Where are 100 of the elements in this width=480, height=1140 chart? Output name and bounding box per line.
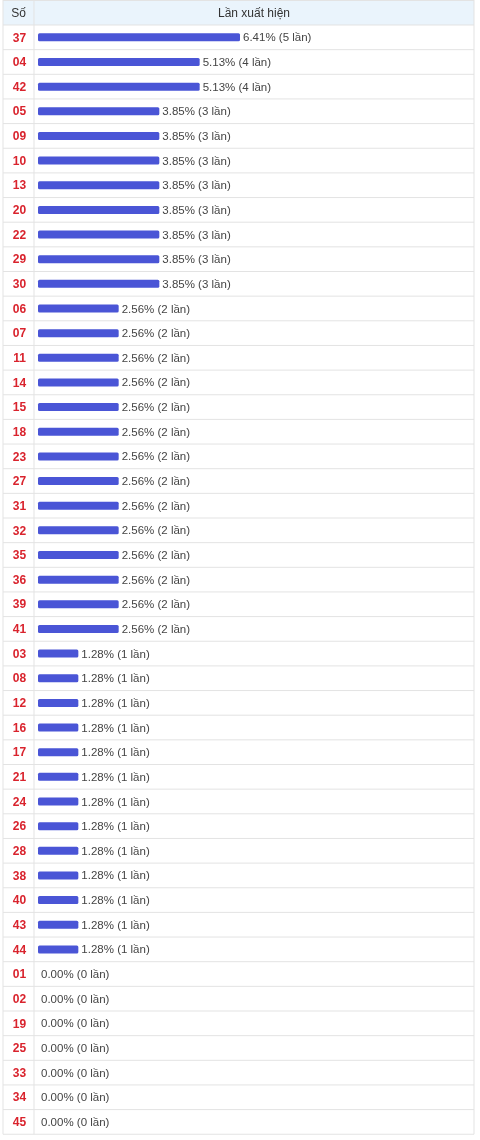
y-tick-label: 07 [12,326,27,341]
bar [38,501,119,510]
data-label: 0.00% (0 lần) [41,1042,110,1054]
data-label: 0.00% (0 lần) [41,1017,110,1030]
data-label: 1.28% (1 lần) [81,672,150,685]
bar [38,255,160,264]
data-label: 5.13% (4 lần) [202,56,272,68]
data-label: 2.56% (2 lần) [121,549,191,561]
data-label: 1.28% (1 lần) [81,918,150,931]
y-tick-label: 23 [12,449,27,464]
data-label: 6.41% (5 lần) [243,31,312,44]
y-tick-label: 27 [12,474,27,489]
y-tick-label: 38 [12,868,27,883]
bar [38,846,79,855]
bar [38,945,79,954]
data-label: 0.00% (0 lần) [41,1091,110,1104]
y-tick-label: 43 [12,917,27,932]
y-tick-label: 20 [12,203,27,218]
bar [38,674,79,683]
data-label: 2.56% (2 lần) [121,573,191,586]
y-tick-label: 19 [12,1016,27,1031]
bar [38,871,79,880]
bar [38,156,160,165]
y-tick-label: 11 [13,350,27,365]
bar [38,649,79,658]
y-tick-label: 08 [12,671,27,686]
y-tick-label: 42 [12,79,27,94]
y-axis-title: Số [11,5,27,20]
y-tick-label: 33 [12,1065,27,1080]
data-label: 2.56% (2 lần) [121,475,191,488]
bar [38,304,119,313]
y-tick-label: 03 [12,646,27,661]
data-label: 0.00% (0 lần) [41,1115,110,1128]
bar [38,131,160,140]
y-tick-label: 40 [12,893,27,908]
bar [38,698,79,707]
x-axis-title: Lần xuất hiện [217,5,291,20]
data-label: 2.56% (2 lần) [121,351,191,364]
data-label: 2.56% (2 lần) [121,302,191,315]
bar [38,624,119,633]
data-label: 0.00% (0 lần) [41,1066,110,1079]
y-tick-label: 18 [12,424,27,439]
data-label: 5.13% (4 lần) [202,80,272,93]
data-label: 2.56% (2 lần) [121,598,191,611]
bar [38,797,79,806]
y-tick-label: 25 [12,1041,27,1056]
bar [38,896,79,905]
y-tick-label: 12 [12,696,27,711]
data-label: 3.85% (3 lần) [162,277,231,290]
bar [38,452,119,461]
y-tick-label: 14 [12,375,27,390]
y-tick-label: 37 [12,30,27,45]
y-tick-label: 45 [12,1115,27,1130]
data-label: 3.85% (3 lần) [162,253,231,266]
y-tick-label: 31 [12,498,27,513]
data-label: 3.85% (3 lần) [162,105,231,118]
data-label: 1.28% (1 lần) [81,844,150,857]
data-label: 2.56% (2 lần) [121,450,191,463]
bar [38,279,160,288]
bar [38,82,200,91]
y-tick-label: 15 [12,400,27,415]
y-tick-label: 05 [12,104,27,119]
y-tick-label: 24 [12,794,27,809]
bar [38,723,79,732]
data-label: 2.56% (2 lần) [121,376,191,389]
bar [38,57,200,66]
y-tick-label: 35 [12,548,27,563]
bar [38,526,119,535]
bar [38,477,119,486]
data-label: 2.56% (2 lần) [121,401,191,414]
data-label: 2.56% (2 lần) [121,327,191,340]
bar [38,230,160,239]
data-label: 1.28% (1 lần) [81,696,150,709]
bar [38,748,79,757]
data-label: 0.00% (0 lần) [41,968,110,981]
y-tick-label: 16 [12,720,27,735]
data-label: 2.56% (2 lần) [121,499,191,512]
y-tick-label: 36 [12,572,27,587]
bar [38,378,119,387]
y-tick-label: 09 [12,129,27,144]
bar [38,205,160,214]
bar [38,772,79,781]
bar [38,550,119,559]
y-tick-label: 26 [12,819,27,834]
bar [38,822,79,831]
data-label: 1.28% (1 lần) [81,894,150,907]
y-tick-label: 04 [12,55,27,70]
data-label: 3.85% (3 lần) [162,179,231,192]
data-label: 3.85% (3 lần) [162,154,231,167]
y-tick-label: 10 [12,153,27,168]
y-tick-label: 32 [12,523,27,538]
data-label: 1.28% (1 lần) [81,869,150,882]
data-label: 3.85% (3 lần) [162,203,231,216]
data-label: 1.28% (1 lần) [81,647,150,660]
bar [38,920,79,929]
y-tick-label: 22 [12,227,27,242]
data-label: 3.85% (3 lần) [162,228,231,241]
y-tick-label: 13 [12,178,27,193]
bar [38,403,119,412]
y-tick-label: 28 [12,843,27,858]
